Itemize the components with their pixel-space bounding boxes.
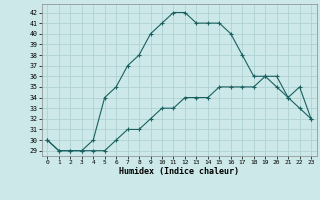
X-axis label: Humidex (Indice chaleur): Humidex (Indice chaleur): [119, 167, 239, 176]
